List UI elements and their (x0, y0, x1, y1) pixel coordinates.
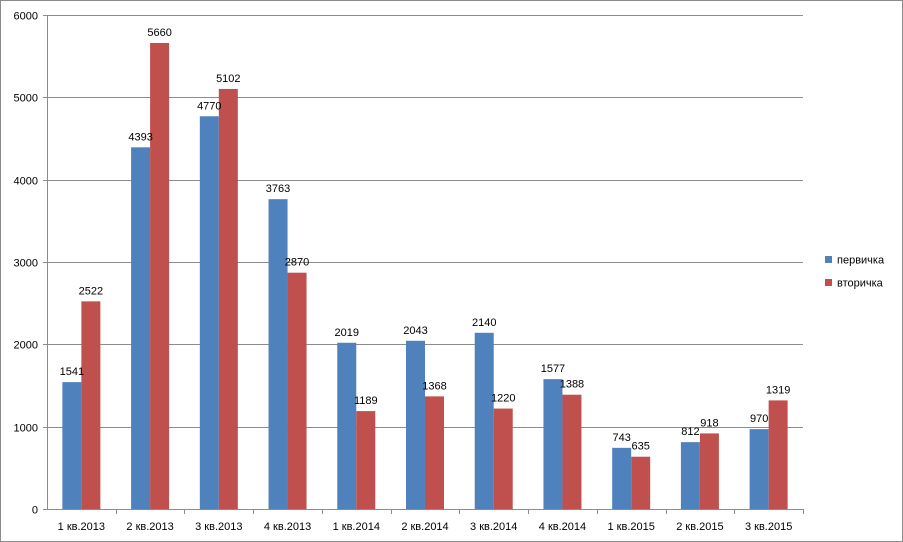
data-label: 2140 (472, 317, 496, 329)
bar-series-1 (612, 447, 632, 509)
data-label: 2019 (335, 327, 359, 339)
data-label: 1319 (766, 384, 790, 396)
bar-series-1 (474, 332, 494, 509)
data-label: 1220 (491, 393, 515, 405)
bar-series-2 (425, 396, 444, 509)
data-label: 4770 (197, 100, 221, 112)
bar-series-2 (699, 433, 719, 509)
bars (62, 42, 788, 510)
legend-swatch (825, 279, 832, 286)
bar-series-1 (131, 147, 151, 509)
data-label: 5102 (216, 73, 240, 85)
bar-series-1 (680, 442, 700, 509)
data-label: 2870 (285, 257, 309, 269)
x-tick-label: 1 кв.2014 (333, 521, 380, 533)
data-label: 5660 (147, 27, 171, 39)
bar-series-1 (749, 429, 769, 509)
data-label: 812 (681, 426, 699, 438)
data-label: 4393 (128, 131, 152, 143)
y-tick-label: 4000 (14, 176, 38, 188)
bar-series-2 (356, 411, 376, 509)
bar-series-2 (493, 408, 513, 509)
y-tick-label: 1000 (14, 423, 38, 435)
y-tick-label: 0 (32, 505, 38, 517)
x-tick-label: 3 кв.2014 (470, 521, 517, 533)
data-label: 918 (700, 417, 718, 429)
data-label: 1577 (541, 363, 565, 375)
y-tick-label: 2000 (14, 340, 38, 352)
legend-label: вторичка (837, 278, 884, 290)
bar-series-2 (631, 456, 651, 509)
legend-label: первичка (837, 255, 885, 267)
bar-series-1 (406, 340, 425, 509)
x-tick-label: 2 кв.2015 (676, 521, 723, 533)
x-tick-label: 4 кв.2014 (539, 521, 586, 533)
bar-series-2 (768, 400, 788, 509)
x-tick-label: 1 кв.2013 (58, 521, 105, 533)
x-tick-label: 3 кв.2013 (195, 521, 242, 533)
bar-series-1 (268, 199, 288, 509)
data-label: 635 (632, 441, 650, 453)
y-tick-label: 6000 (14, 11, 38, 23)
x-tick-label: 1 кв.2015 (608, 521, 655, 533)
x-tick-label: 2 кв.2014 (401, 521, 448, 533)
data-label: 1368 (422, 380, 446, 392)
legend: первичка вторичка (825, 255, 885, 290)
bar-series-1 (543, 379, 563, 509)
axes: 0 1000 2000 3000 4000 5000 6000 1 кв.2013 2 кв.2… (14, 11, 804, 533)
data-label: 1541 (60, 366, 84, 378)
bar-series-2 (562, 394, 582, 509)
bar-series-1 (199, 116, 219, 510)
bar-series-2 (218, 88, 238, 509)
data-label: 2043 (403, 325, 427, 337)
gridlines (47, 15, 803, 428)
data-label: 1189 (354, 395, 378, 407)
bar-series-1 (337, 342, 357, 509)
bar-series-2 (150, 42, 170, 509)
data-label: 743 (613, 432, 631, 444)
data-label: 2522 (79, 285, 103, 297)
bar-series-1 (62, 382, 82, 509)
x-tick-label: 2 кв.2013 (126, 521, 173, 533)
data-label: 1388 (560, 379, 584, 391)
y-tick-label: 3000 (14, 258, 38, 270)
data-labels: 1541 2522 4393 5660 4770 5102 3763 2870 2019 1189… (60, 27, 791, 453)
bar-series-2 (287, 272, 307, 509)
data-label: 3763 (266, 183, 290, 195)
x-tick-label: 4 кв.2013 (264, 521, 311, 533)
data-label: 970 (750, 413, 768, 425)
bar-series-2 (81, 301, 101, 509)
y-tick-label: 5000 (14, 93, 38, 105)
x-tick-label: 3 кв.2015 (745, 521, 792, 533)
legend-swatch (825, 256, 832, 263)
